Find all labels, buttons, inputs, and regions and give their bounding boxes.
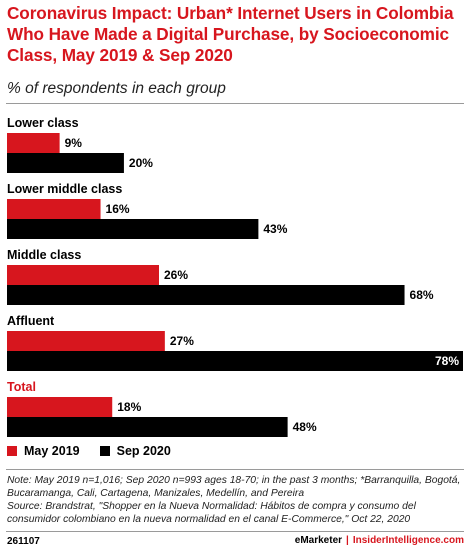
chart-title: Coronavirus Impact: Urban* Internet User… xyxy=(7,3,454,65)
footnote: Note: May 2019 n=1,016; Sep 2020 n=993 a… xyxy=(7,474,467,526)
note-divider xyxy=(6,469,464,470)
value-label-may-2019-lower-middle-class: 16% xyxy=(106,202,130,216)
bar-chart: Lower class 9% 20% Lower middle class 16% 43%… xyxy=(7,116,463,437)
bar-sep-2020-total xyxy=(7,417,288,437)
note-text: Note: May 2019 n=1,016; Sep 2020 n=993 a… xyxy=(7,475,461,499)
value-label-sep-2020-total: 48% xyxy=(293,420,317,434)
value-label-sep-2020-affluent: 78% xyxy=(435,354,459,368)
bar-sep-2020-middle-class xyxy=(7,285,405,305)
footer-brand: eMarketer | InsiderIntelligence.com xyxy=(295,535,464,546)
value-label-may-2019-total: 18% xyxy=(117,400,141,414)
bar-may-2019-middle-class xyxy=(7,265,159,285)
legend-item-may-2019: May 2019 xyxy=(7,444,80,458)
bar-sep-2020-lower-class xyxy=(7,153,124,173)
legend-label-may-2019: May 2019 xyxy=(24,444,80,458)
top-divider xyxy=(6,103,464,104)
category-label-middle-class: Middle class xyxy=(7,248,81,262)
brand-name: eMarketer xyxy=(294,535,343,546)
footer-divider xyxy=(6,531,464,532)
category-label-total: Total xyxy=(7,380,36,394)
value-label-may-2019-lower-class: 9% xyxy=(65,136,83,150)
category-label-lower-middle-class: Lower middle class xyxy=(7,182,122,196)
chart-subtitle: % of respondents in each group xyxy=(7,80,226,97)
bar-may-2019-affluent xyxy=(7,331,165,351)
value-label-sep-2020-lower-middle-class: 43% xyxy=(263,222,287,236)
brand-separator: | xyxy=(346,535,349,546)
category-label-lower-class: Lower class xyxy=(7,116,79,130)
legend-item-sep-2020: Sep 2020 xyxy=(99,444,171,458)
category-label-affluent: Affluent xyxy=(7,314,55,328)
chart-id: 261107 xyxy=(7,536,40,547)
value-label-sep-2020-lower-class: 20% xyxy=(129,156,153,170)
legend: May 2019 Sep 2020 xyxy=(7,444,191,458)
bar-may-2019-lower-middle-class xyxy=(7,199,101,219)
source-text: Source: Brandstrat, "Shopper en la Nueva… xyxy=(7,501,416,525)
bar-may-2019-total xyxy=(7,397,113,417)
value-label-may-2019-affluent: 27% xyxy=(170,334,194,348)
bar-sep-2020-affluent xyxy=(7,351,463,371)
bar-may-2019-lower-class xyxy=(7,133,60,153)
bar-sep-2020-lower-middle-class xyxy=(7,219,259,239)
brand-site-link[interactable]: InsiderIntelligence.com xyxy=(352,535,464,546)
legend-swatch-sep-2020 xyxy=(99,446,110,456)
value-label-sep-2020-middle-class: 68% xyxy=(410,288,434,302)
value-label-may-2019-middle-class: 26% xyxy=(164,268,188,282)
legend-label-sep-2020: Sep 2020 xyxy=(116,444,171,458)
legend-swatch-may-2019 xyxy=(7,446,17,456)
